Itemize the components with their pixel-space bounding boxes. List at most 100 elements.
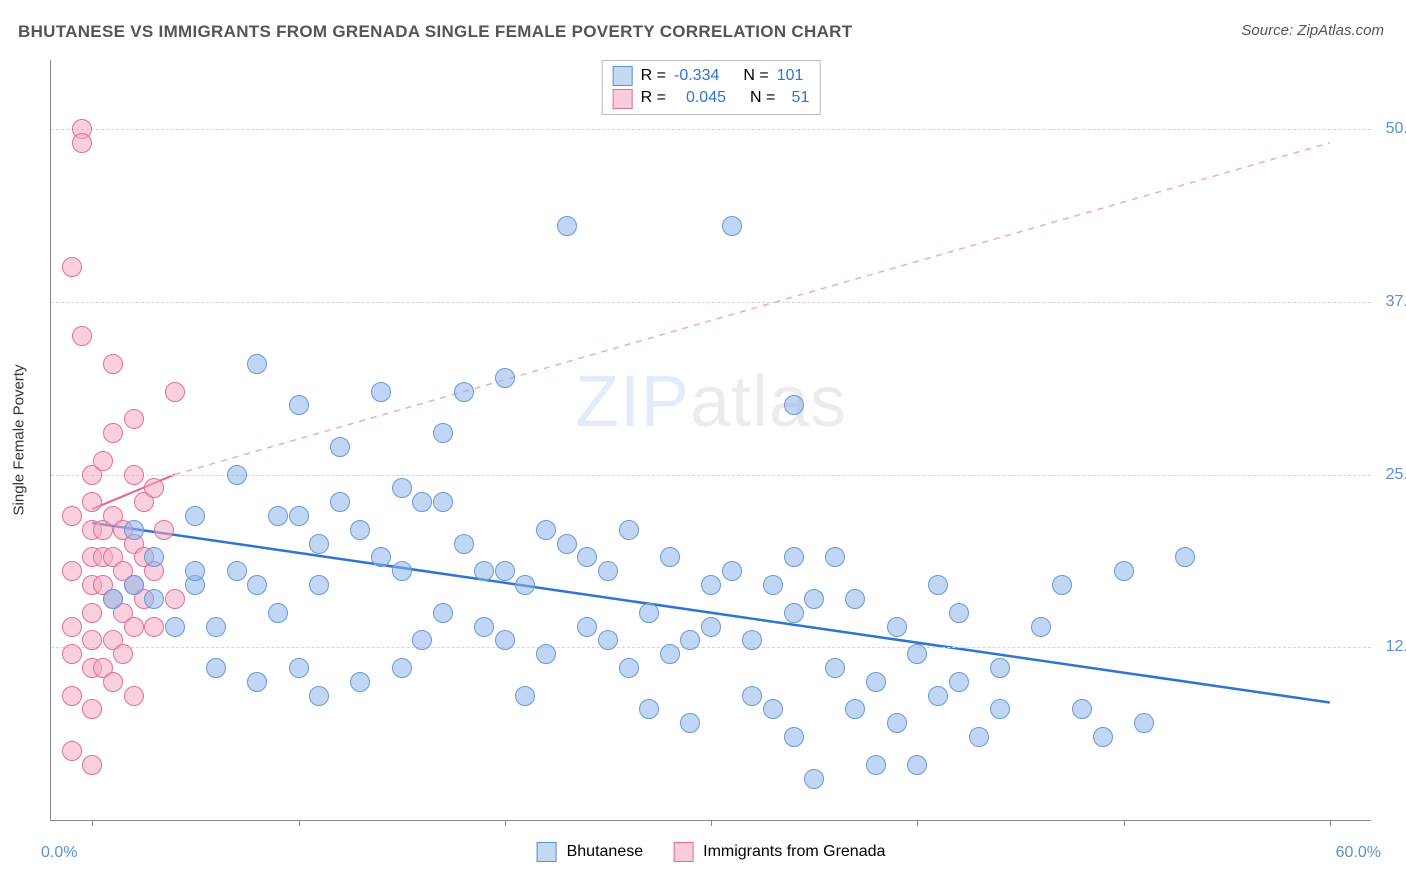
legend-label-grenada: Immigrants from Grenada <box>703 843 885 861</box>
bhutanese-point <box>969 727 989 747</box>
bhutanese-point <box>845 589 865 609</box>
bhutanese-point <box>949 672 969 692</box>
bhutanese-point <box>247 354 267 374</box>
bhutanese-point <box>680 713 700 733</box>
bhutanese-point <box>247 672 267 692</box>
bhutanese-point <box>804 589 824 609</box>
bhutanese-point <box>350 672 370 692</box>
source-name: ZipAtlas.com <box>1297 22 1384 39</box>
bhutanese-point <box>350 520 370 540</box>
grenada-point <box>62 506 82 526</box>
x-tick <box>92 820 93 826</box>
bhutanese-point <box>103 589 123 609</box>
grenada-point <box>165 589 185 609</box>
grenada-point <box>124 465 144 485</box>
bhutanese-point <box>474 561 494 581</box>
gridline <box>51 647 1371 648</box>
y-tick-label: 37.5% <box>1376 293 1406 311</box>
bhutanese-point <box>639 603 659 623</box>
chart-container: BHUTANESE VS IMMIGRANTS FROM GRENADA SIN… <box>0 0 1406 892</box>
gridline <box>51 129 1371 130</box>
bhutanese-point <box>763 699 783 719</box>
bhutanese-point <box>412 630 432 650</box>
grenada-point <box>82 603 102 623</box>
x-tick <box>505 820 506 826</box>
grenada-point <box>103 354 123 374</box>
bhutanese-point <box>907 755 927 775</box>
grenada-point <box>82 755 102 775</box>
x-axis-max-label: 60.0% <box>1336 844 1381 862</box>
bhutanese-point <box>454 534 474 554</box>
x-tick <box>917 820 918 826</box>
bhutanese-point <box>495 630 515 650</box>
bhutanese-point <box>1175 547 1195 567</box>
grenada-point <box>72 326 92 346</box>
bhutanese-point <box>536 644 556 664</box>
x-tick <box>711 820 712 826</box>
bhutanese-point <box>412 492 432 512</box>
bhutanese-point <box>557 534 577 554</box>
bhutanese-point <box>495 368 515 388</box>
bhutanese-point <box>227 561 247 581</box>
bhutanese-point <box>433 423 453 443</box>
bhutanese-point <box>309 534 329 554</box>
grenada-point <box>62 644 82 664</box>
bhutanese-point <box>619 520 639 540</box>
grenada-point <box>124 686 144 706</box>
bhutanese-point <box>680 630 700 650</box>
bhutanese-point <box>392 561 412 581</box>
x-tick <box>1124 820 1125 826</box>
bhutanese-point <box>577 547 597 567</box>
bhutanese-point <box>474 617 494 637</box>
bhutanese-point <box>784 547 804 567</box>
y-tick-label: 50.0% <box>1376 120 1406 138</box>
bottom-legend: Bhutanese Immigrants from Grenada <box>537 842 886 862</box>
bhutanese-point <box>309 575 329 595</box>
bhutanese-point <box>722 561 742 581</box>
bhutanese-point <box>722 216 742 236</box>
grenada-point <box>82 492 102 512</box>
grenada-point <box>124 409 144 429</box>
grenada-point <box>103 423 123 443</box>
bhutanese-point <box>928 575 948 595</box>
bhutanese-point <box>289 658 309 678</box>
bhutanese-point <box>371 382 391 402</box>
x-axis-min-label: 0.0% <box>41 844 77 862</box>
stats-row-grenada: R = 0.045 N = 51 <box>613 87 810 109</box>
r-value-bhutanese: -0.334 <box>674 65 719 87</box>
bhutanese-point <box>619 658 639 678</box>
bhutanese-point <box>990 658 1010 678</box>
bhutanese-point <box>866 755 886 775</box>
bhutanese-point <box>742 630 762 650</box>
swatch-bhutanese <box>613 66 633 86</box>
bhutanese-point <box>1134 713 1154 733</box>
grenada-point <box>124 617 144 637</box>
n-value-grenada: 51 <box>783 87 809 109</box>
watermark-atlas: atlas <box>690 362 847 442</box>
grenada-point <box>62 741 82 761</box>
gridline <box>51 475 1371 476</box>
bhutanese-point <box>1031 617 1051 637</box>
bhutanese-point <box>866 672 886 692</box>
swatch-grenada <box>673 842 693 862</box>
bhutanese-point <box>392 478 412 498</box>
bhutanese-point <box>392 658 412 678</box>
bhutanese-point <box>433 603 453 623</box>
bhutanese-point <box>144 589 164 609</box>
grenada-point <box>62 617 82 637</box>
swatch-grenada <box>613 89 633 109</box>
bhutanese-point <box>206 658 226 678</box>
bhutanese-point <box>784 603 804 623</box>
bhutanese-point <box>887 617 907 637</box>
plot-area: Single Female Poverty ZIPatlas R = -0.33… <box>50 60 1371 821</box>
grenada-point <box>62 561 82 581</box>
bhutanese-point <box>742 686 762 706</box>
bhutanese-point <box>928 686 948 706</box>
bhutanese-point <box>660 644 680 664</box>
bhutanese-point <box>598 561 618 581</box>
bhutanese-point <box>1093 727 1113 747</box>
trend-line <box>175 143 1330 475</box>
bhutanese-point <box>907 644 927 664</box>
bhutanese-point <box>144 547 164 567</box>
y-tick-label: 25.0% <box>1376 466 1406 484</box>
